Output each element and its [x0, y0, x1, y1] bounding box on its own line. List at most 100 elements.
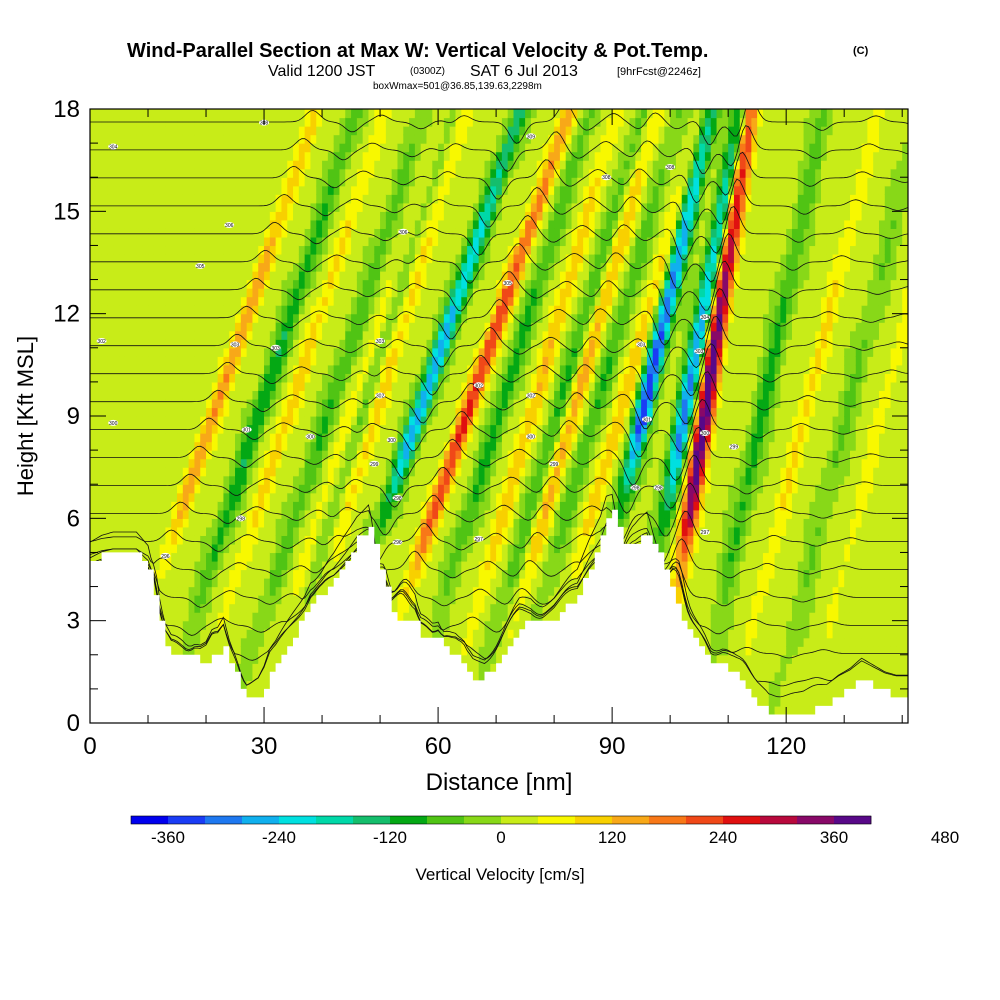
velocity-cell [293, 407, 300, 417]
velocity-cell [449, 407, 457, 417]
velocity-cell [188, 271, 196, 281]
velocity-cell [217, 253, 225, 264]
velocity-cell [200, 535, 207, 545]
velocity-cell [206, 433, 213, 443]
velocity-cell [142, 322, 149, 332]
velocity-cell [119, 381, 126, 392]
velocity-cell [287, 569, 294, 579]
velocity-cell [229, 126, 236, 136]
velocity-cell [467, 441, 474, 451]
velocity-cell [322, 151, 329, 161]
velocity-cell [217, 330, 225, 340]
velocity-cell [385, 194, 393, 204]
velocity-cell [124, 134, 132, 144]
velocity-cell [432, 373, 439, 383]
velocity-cell [339, 279, 346, 289]
velocity-cell [339, 253, 346, 264]
velocity-cell [252, 245, 259, 255]
velocity-cell [414, 177, 422, 187]
velocity-cell [142, 236, 149, 247]
velocity-cell [414, 356, 422, 366]
velocity-cell [490, 595, 497, 605]
velocity-cell [223, 364, 230, 374]
velocity-cell [124, 185, 132, 195]
velocity-cell [374, 347, 381, 357]
velocity-cell [472, 126, 480, 136]
velocity-cell [177, 475, 184, 485]
velocity-cell [223, 501, 230, 511]
velocity-cell [235, 595, 242, 605]
velocity-cell [362, 441, 370, 451]
velocity-cell [229, 654, 236, 664]
velocity-cell [478, 586, 486, 596]
velocity-cell [310, 398, 317, 409]
velocity-cell [264, 245, 271, 255]
velocity-cell [95, 143, 103, 153]
velocity-cell [304, 271, 312, 281]
velocity-cell [362, 279, 370, 289]
velocity-cell [165, 373, 172, 383]
velocity-cell [426, 543, 433, 554]
velocity-cell [130, 543, 138, 554]
velocity-cell [368, 305, 375, 315]
velocity-cell [449, 245, 457, 255]
velocity-cell [252, 526, 259, 536]
velocity-cell [258, 236, 265, 247]
velocity-cell [484, 569, 491, 579]
velocity-cell [177, 484, 184, 494]
velocity-cell [246, 637, 254, 647]
velocity-cell [391, 424, 399, 434]
velocity-cell [345, 475, 352, 485]
velocity-cell [472, 313, 480, 323]
velocity-cell [438, 467, 445, 477]
velocity-cell [258, 629, 265, 639]
velocity-cell [171, 458, 178, 468]
velocity-cell [385, 330, 393, 340]
velocity-cell [171, 603, 178, 613]
velocity-cell [432, 620, 439, 630]
velocity-cell [281, 433, 288, 443]
velocity-cell [95, 484, 103, 494]
velocity-cell [95, 168, 103, 178]
velocity-cell [142, 347, 149, 357]
velocity-cell [188, 296, 196, 306]
velocity-cell [136, 501, 143, 511]
velocity-cell [124, 450, 132, 460]
velocity-cell [362, 151, 370, 161]
velocity-cell [374, 407, 381, 417]
velocity-cell [304, 475, 312, 485]
velocity-cell [461, 612, 468, 622]
velocity-cell [443, 228, 451, 238]
velocity-cell [351, 509, 358, 519]
velocity-cell [409, 492, 416, 502]
velocity-cell [443, 467, 451, 477]
velocity-cell [246, 680, 254, 690]
velocity-cell [484, 373, 491, 383]
velocity-cell [293, 356, 300, 366]
velocity-cell [374, 279, 381, 289]
velocity-cell [148, 279, 155, 289]
velocity-cell [159, 185, 167, 195]
velocity-cell [391, 390, 399, 400]
velocity-cell [374, 211, 381, 221]
velocity-cell [333, 211, 341, 221]
velocity-cell [119, 535, 126, 545]
velocity-cell [246, 236, 254, 247]
velocity-cell [281, 518, 288, 528]
velocity-cell [194, 492, 201, 502]
velocity-cell [391, 202, 399, 212]
velocity-cell [322, 518, 329, 528]
velocity-cell [478, 236, 486, 247]
velocity-cell [229, 646, 236, 656]
velocity-cell [310, 501, 317, 511]
velocity-cell [113, 475, 120, 485]
velocity-cell [159, 518, 167, 528]
velocity-cell [188, 211, 196, 221]
velocity-cell [322, 271, 329, 281]
velocity-cell [235, 501, 242, 511]
velocity-cell [467, 117, 474, 127]
velocity-cell [165, 535, 172, 545]
velocity-cell [380, 236, 387, 247]
velocity-cell [443, 253, 451, 264]
velocity-cell [130, 134, 138, 144]
